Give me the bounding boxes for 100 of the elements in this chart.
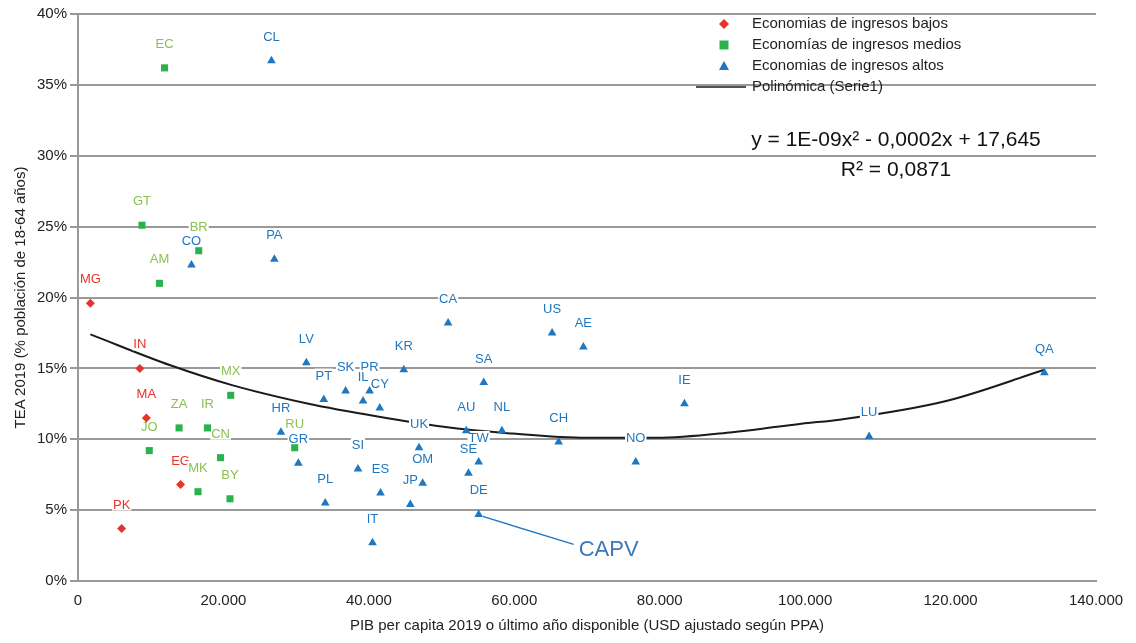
y-tick-label: 10% [36, 429, 68, 447]
y-tick-label: 15% [36, 358, 68, 376]
y-tick-label: 40% [36, 4, 68, 22]
x-tick-label: 140.000 [1068, 591, 1124, 609]
annotation: R² = 0,0871 [840, 157, 952, 180]
annotation: US [543, 300, 562, 316]
legend-label: Economias de ingresos bajos [752, 14, 948, 32]
point [474, 509, 483, 517]
annotation: ES [371, 461, 390, 477]
y-tick-label: 35% [36, 75, 68, 93]
point [138, 221, 146, 229]
annotation: JO [140, 418, 158, 434]
point [291, 444, 299, 452]
annotation: LU [860, 404, 878, 420]
x-tick-label: 0 [73, 591, 83, 609]
annotation: CN [211, 425, 230, 441]
point [497, 425, 507, 434]
annotation: IN [133, 336, 147, 352]
annotation: SA [475, 350, 493, 366]
x-tick-label: 40.000 [345, 591, 392, 609]
legend-label: Polinómica (Serie1) [752, 77, 883, 95]
point [85, 298, 95, 308]
point [302, 357, 311, 366]
y-tick-label: 30% [36, 145, 68, 163]
annotation: EG [171, 452, 190, 468]
annotation: CH [549, 410, 569, 426]
annotation: OM [412, 451, 434, 467]
point [418, 478, 428, 486]
point [194, 488, 202, 496]
annotation: EC [155, 35, 174, 51]
point [117, 524, 127, 534]
point [375, 403, 385, 411]
point [399, 364, 409, 373]
point [141, 413, 151, 423]
point [341, 386, 350, 394]
point [365, 386, 374, 394]
point [217, 454, 225, 462]
annotation: GT [132, 193, 152, 209]
annotation: NO [625, 429, 646, 445]
annotation: SI [351, 437, 365, 453]
annotation: RU [285, 415, 305, 431]
annotation: IE [678, 371, 691, 387]
point [579, 342, 588, 350]
point [176, 480, 186, 490]
annotation: BR [189, 218, 208, 234]
x-tick-label: 80.000 [636, 591, 683, 609]
annotation: PK [112, 496, 131, 512]
x-tick-label: 100.000 [778, 591, 833, 609]
point [203, 424, 211, 432]
annotation: LV [298, 330, 315, 346]
annotation: CY [370, 376, 390, 392]
annotation: GR [288, 431, 309, 447]
point [461, 425, 471, 434]
x-axis-title: PIB per capita 2019 o último año disponible (USD ajustado según PPA) [349, 616, 825, 634]
annotation: CAPV [578, 536, 639, 562]
annotation: NL [493, 398, 511, 414]
point [405, 499, 415, 507]
point [267, 55, 276, 64]
annotation: UK [410, 415, 429, 431]
point [195, 247, 203, 255]
legend-label: Economías de ingresos medios [752, 35, 962, 53]
point [175, 424, 183, 432]
point [353, 464, 363, 472]
point [187, 259, 196, 268]
point [320, 498, 330, 506]
y-axis-title: TEA 2019 (% población de 18-64 años) [11, 166, 29, 429]
point [474, 456, 483, 465]
point [479, 377, 489, 386]
annotation: CA [439, 291, 458, 307]
annotation: MG [79, 271, 101, 287]
annotation: JP [402, 472, 418, 488]
y-tick-label: 20% [36, 287, 68, 305]
annotation: y = 1E-09x² - 0,0002x + 17,645 [751, 127, 1041, 150]
point [270, 254, 279, 262]
annotation: MA [136, 385, 157, 401]
point [414, 442, 424, 451]
point [368, 537, 377, 546]
annotation: KR [394, 337, 413, 353]
point [680, 398, 689, 407]
annotation: CL [263, 28, 280, 44]
point [319, 394, 329, 403]
point [631, 456, 641, 465]
annotation: ZA [170, 395, 188, 411]
x-tick-label: 120.000 [923, 591, 978, 609]
point [135, 363, 145, 373]
annotation: PA [266, 227, 283, 243]
annotation: SK [336, 359, 355, 375]
point [294, 458, 303, 466]
annotation: QA [1034, 340, 1055, 356]
point [161, 64, 169, 72]
point [554, 437, 563, 445]
annotation: IT [366, 510, 379, 526]
annotation: AE [574, 315, 593, 331]
annotation: BY [221, 466, 239, 482]
point [464, 468, 473, 476]
annotation: HR [271, 400, 291, 416]
annotation: CO [181, 232, 202, 248]
annotation: DE [469, 482, 489, 498]
annotation: TW [468, 429, 490, 445]
point [226, 495, 234, 503]
